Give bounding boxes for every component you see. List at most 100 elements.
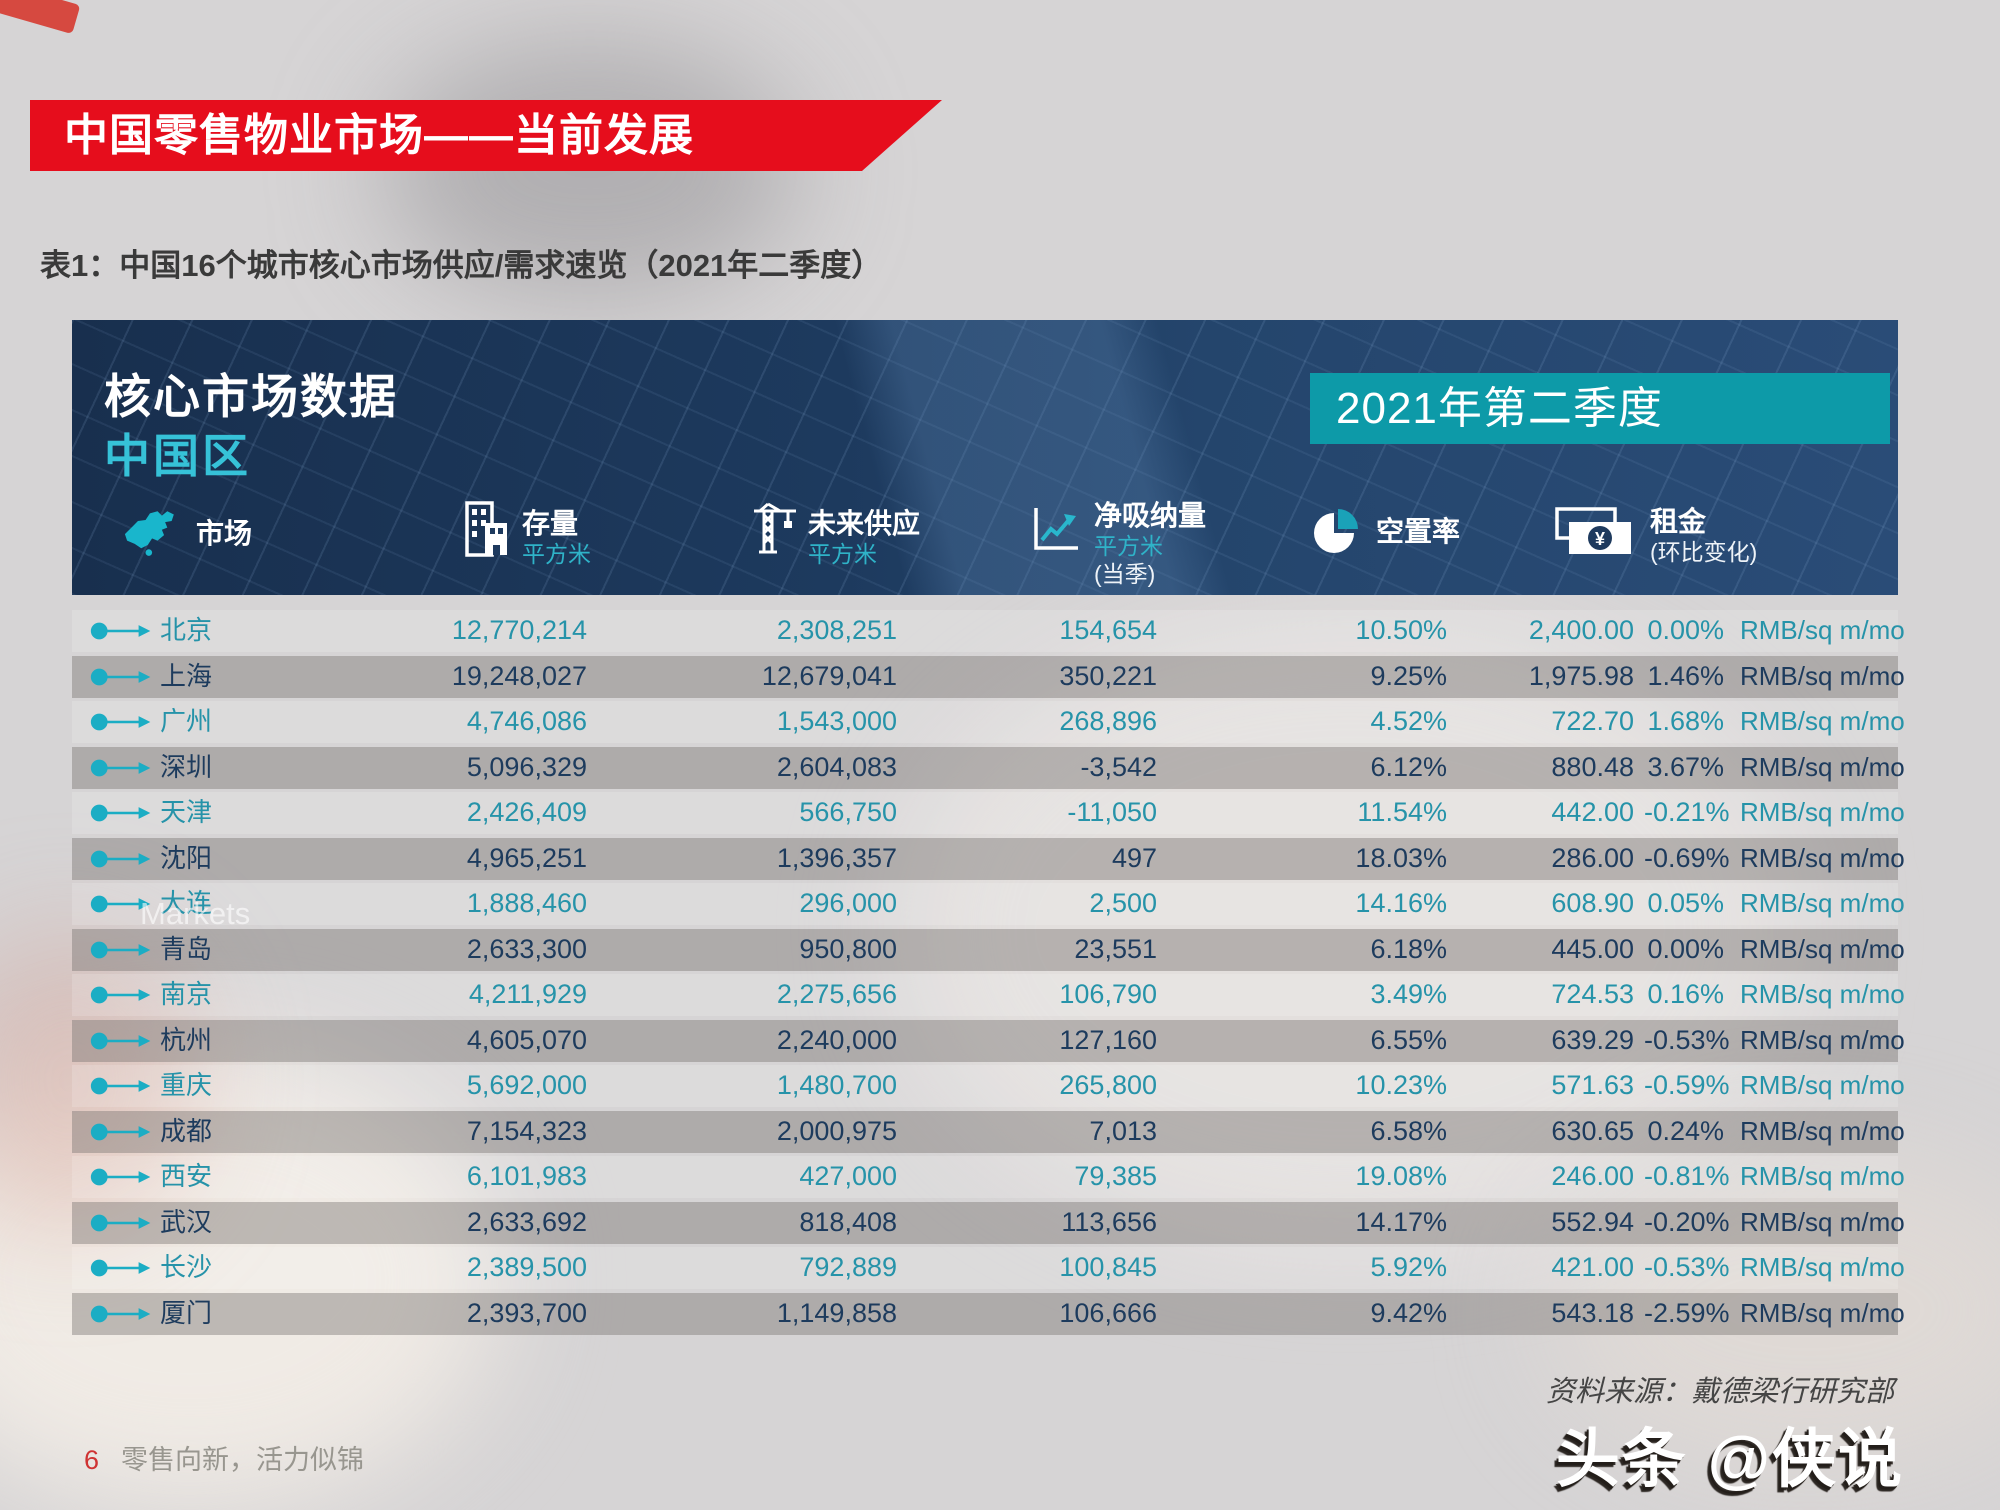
table-row: 天津 2,426,409 566,750 -11,050 11.54% 442.…: [72, 790, 1905, 836]
table-row: 沈阳 4,965,251 1,396,357 497 18.03% 286.00…: [72, 836, 1905, 882]
vacancy-value: 11.54%: [1357, 797, 1447, 827]
row-band: [72, 928, 1898, 971]
rent-change-value: -0.53%: [1644, 1024, 1730, 1055]
future-supply-value: 2,000,975: [776, 1115, 897, 1146]
future-supply-value: 1,543,000: [776, 706, 897, 736]
city-bullet-arrow-icon: [90, 982, 152, 1008]
city-bullet-arrow-icon: [90, 1073, 152, 1099]
rent-unit-label: RMB/sq m/mo: [1740, 1115, 1905, 1146]
rent-unit-label: RMB/sq m/mo: [1740, 933, 1905, 964]
future-supply-value: 1,149,858: [776, 1297, 897, 1328]
table-row: 广州 4,746,086 1,543,000 268,896 4.52% 722…: [72, 699, 1905, 745]
city-label: 上海: [160, 660, 213, 691]
net-absorption-value: 154,654: [1059, 615, 1157, 645]
future-supply-value: 818,408: [799, 1206, 897, 1237]
rent-value: 2,400.00: [1528, 615, 1634, 645]
city-label: 深圳: [160, 751, 213, 782]
page-title: 中国零售物业市场——当前发展: [64, 111, 694, 160]
vacancy-value: 9.25%: [1370, 660, 1447, 691]
column-sublabel-rent: (环比变化): [1650, 539, 1758, 565]
period-badge: 2021年第二季度: [1310, 373, 1890, 444]
table-header-subtitle: 中国区: [104, 430, 251, 482]
table-row: 厦门 2,393,700 1,149,858 106,666 9.42% 543…: [72, 1291, 1905, 1337]
rent-value: 552.94: [1551, 1206, 1634, 1237]
city-bullet-arrow-icon: [90, 709, 152, 735]
column-label-net-absorption: 净吸纳量: [1094, 500, 1207, 531]
stock-value: 4,211,929: [468, 979, 587, 1009]
table-row: 成都 7,154,323 2,000,975 7,013 6.58% 630.6…: [72, 1109, 1905, 1155]
future-supply-value: 2,240,000: [776, 1024, 897, 1055]
vacancy-value: 6.58%: [1370, 1115, 1447, 1146]
rent-unit-label: RMB/sq m/mo: [1740, 888, 1905, 918]
crane-icon: [752, 500, 800, 563]
rent-value: 246.00: [1551, 1161, 1634, 1191]
table-row: 长沙 2,389,500 792,889 100,845 5.92% 421.0…: [72, 1245, 1905, 1291]
rent-change-value: 1.68%: [1647, 706, 1724, 736]
rent-value: 286.00: [1551, 842, 1634, 873]
table-row: 青岛 2,633,300 950,800 23,551 6.18% 445.00…: [72, 927, 1905, 973]
city-bullet-arrow-icon: [90, 800, 152, 826]
rent-value: 571.63: [1551, 1070, 1634, 1100]
net-absorption-value: 497: [1111, 842, 1157, 873]
rent-value: 445.00: [1551, 933, 1634, 964]
city-bullet-arrow-icon: [90, 755, 152, 781]
table-row: 重庆 5,692,000 1,480,700 265,800 10.23% 57…: [72, 1063, 1905, 1109]
page-number: 6: [84, 1445, 100, 1475]
rent-unit-label: RMB/sq m/mo: [1740, 979, 1905, 1009]
row-band: [72, 701, 1898, 743]
table-header: 核心市场数据 中国区 2021年第二季度 市场: [72, 320, 1898, 595]
rent-change-value: -2.59%: [1644, 1297, 1730, 1328]
city-bullet-arrow-icon: [90, 618, 152, 644]
city-bullet-arrow-icon: [90, 846, 152, 872]
background-blur: [0, 1050, 500, 1510]
rent-change-value: -0.69%: [1644, 842, 1730, 873]
future-supply-value: 792,889: [799, 1252, 897, 1282]
rent-change-value: -0.21%: [1644, 797, 1730, 827]
vacancy-value: 4.52%: [1370, 706, 1447, 736]
stock-value: 4,746,086: [466, 706, 587, 736]
city-label: 杭州: [160, 1024, 213, 1055]
city-bullet-arrow-icon: [90, 664, 152, 690]
future-supply-value: 2,275,656: [776, 979, 897, 1009]
stock-value: 2,393,700: [466, 1297, 587, 1328]
rent-value: 724.53: [1551, 979, 1634, 1009]
china-map-icon: [116, 508, 186, 563]
stock-value: 2,426,409: [466, 797, 587, 827]
city-label: 成都: [160, 1115, 213, 1146]
city-bullet-arrow-icon: [90, 1210, 152, 1236]
column-label-stock: 存量: [522, 508, 579, 539]
rent-change-value: 0.05%: [1647, 888, 1724, 918]
table-header-title: 核心市场数据: [104, 370, 398, 423]
city-label: 南京: [160, 979, 213, 1009]
rent-unit-label: RMB/sq m/mo: [1740, 615, 1905, 645]
vacancy-value: 3.49%: [1370, 979, 1447, 1009]
rent-change-value: -0.53%: [1644, 1252, 1730, 1282]
pie-chart-icon: [1310, 504, 1364, 563]
city-bullet-arrow-icon: [90, 1301, 152, 1327]
future-supply-value: 2,308,251: [776, 615, 897, 645]
source-note: 资料来源：戴德梁行研究部: [1545, 1376, 1894, 1408]
vacancy-value: 18.03%: [1355, 842, 1447, 873]
rent-unit-label: RMB/sq m/mo: [1740, 1161, 1905, 1191]
net-absorption-value: 7,013: [1089, 1115, 1157, 1146]
stock-value: 5,096,329: [466, 751, 587, 782]
line-chart-icon: [1030, 504, 1082, 559]
stock-value: 19,248,027: [451, 660, 587, 691]
row-band: [72, 1292, 1898, 1335]
net-absorption-value: 106,666: [1059, 1297, 1157, 1328]
rent-unit-label: RMB/sq m/mo: [1740, 1024, 1905, 1055]
row-band: [72, 792, 1898, 834]
stock-value: 2,389,500: [466, 1252, 587, 1282]
city-label: 厦门: [160, 1297, 213, 1328]
rent-unit-label: RMB/sq m/mo: [1740, 751, 1905, 782]
rent-change-value: 3.67%: [1647, 751, 1724, 782]
vacancy-value: 9.42%: [1370, 1297, 1447, 1328]
building-icon: [464, 500, 510, 563]
rent-value: 543.18: [1551, 1297, 1634, 1328]
vacancy-value: 19.08%: [1355, 1161, 1447, 1191]
net-absorption-value: 268,896: [1059, 706, 1157, 736]
row-band: [72, 837, 1898, 880]
city-label: 长沙: [160, 1252, 213, 1282]
city-label: 天津: [160, 797, 213, 827]
future-supply-value: 950,800: [799, 933, 897, 964]
